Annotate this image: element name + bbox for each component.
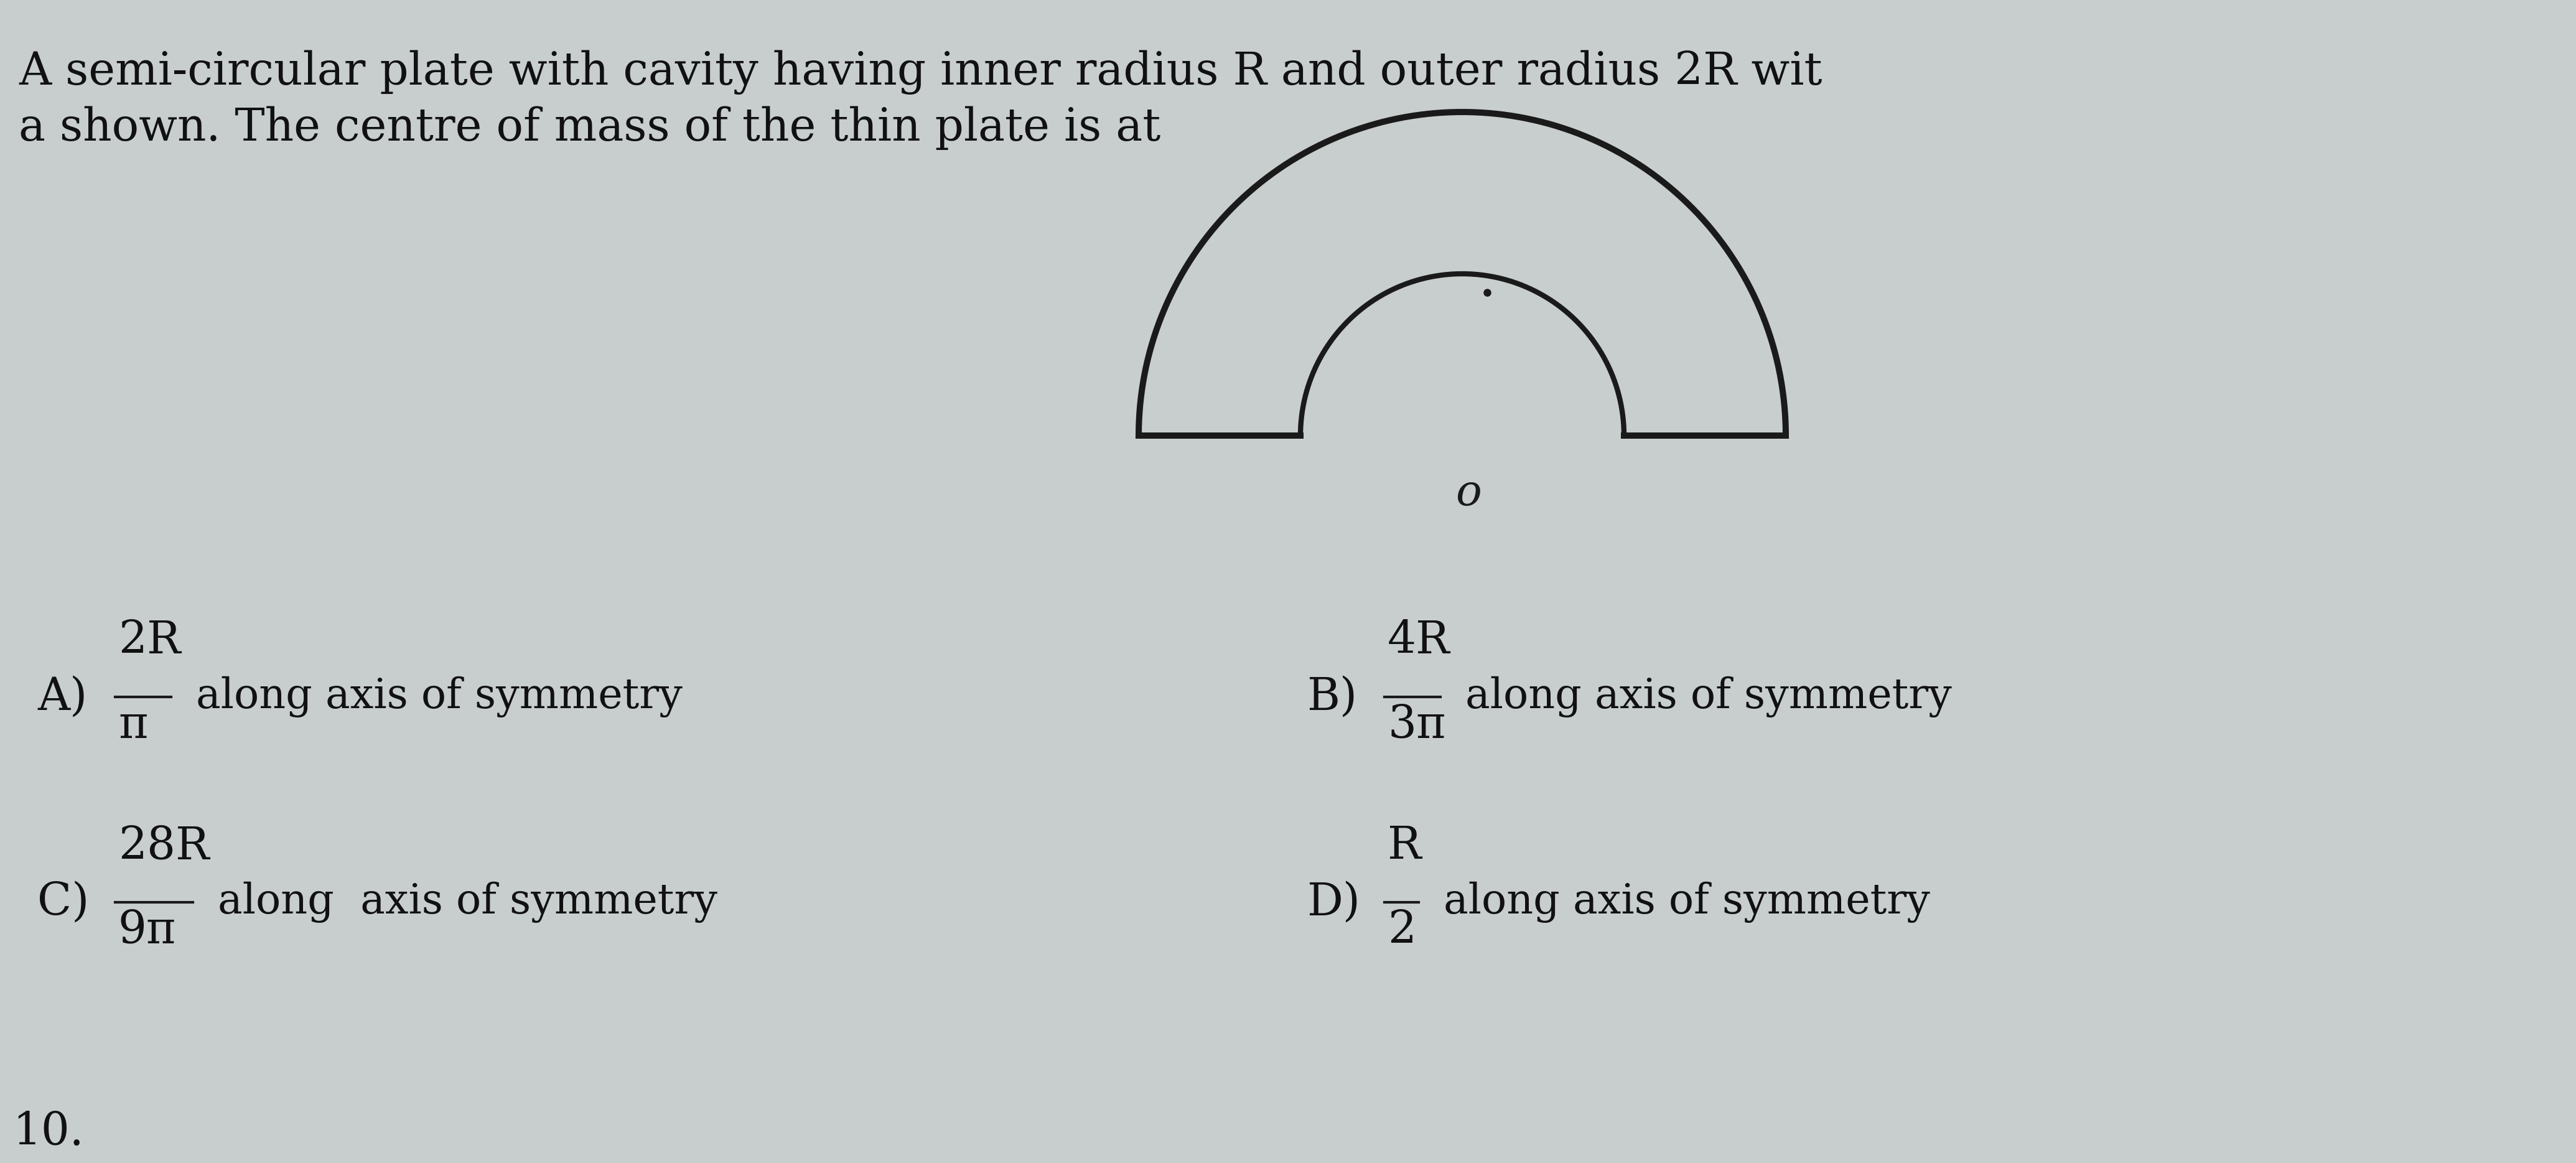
Text: 2R: 2R (118, 619, 180, 663)
Text: o: o (1455, 473, 1481, 514)
Text: along  axis of symmetry: along axis of symmetry (219, 882, 719, 923)
Text: along axis of symmetry: along axis of symmetry (1466, 677, 1953, 718)
Text: 9π: 9π (118, 908, 175, 952)
Text: B): B) (1306, 675, 1358, 719)
Text: 4R: 4R (1388, 619, 1450, 663)
Text: C): C) (36, 880, 90, 925)
Text: along axis of symmetry: along axis of symmetry (1443, 882, 1929, 923)
Text: 3π: 3π (1388, 704, 1445, 747)
Text: R: R (1388, 825, 1422, 868)
Text: 10.: 10. (13, 1111, 85, 1155)
Text: 28R: 28R (118, 825, 209, 868)
Text: A semi-circular plate with cavity having inner radius R and outer radius 2R wit: A semi-circular plate with cavity having… (18, 50, 1821, 94)
Text: A): A) (36, 675, 88, 719)
Text: along axis of symmetry: along axis of symmetry (196, 677, 683, 718)
Text: a shown. The centre of mass of the thin plate is at: a shown. The centre of mass of the thin … (18, 106, 1162, 150)
Text: 2: 2 (1388, 908, 1417, 952)
Text: D): D) (1306, 880, 1360, 925)
Text: π: π (118, 704, 147, 747)
